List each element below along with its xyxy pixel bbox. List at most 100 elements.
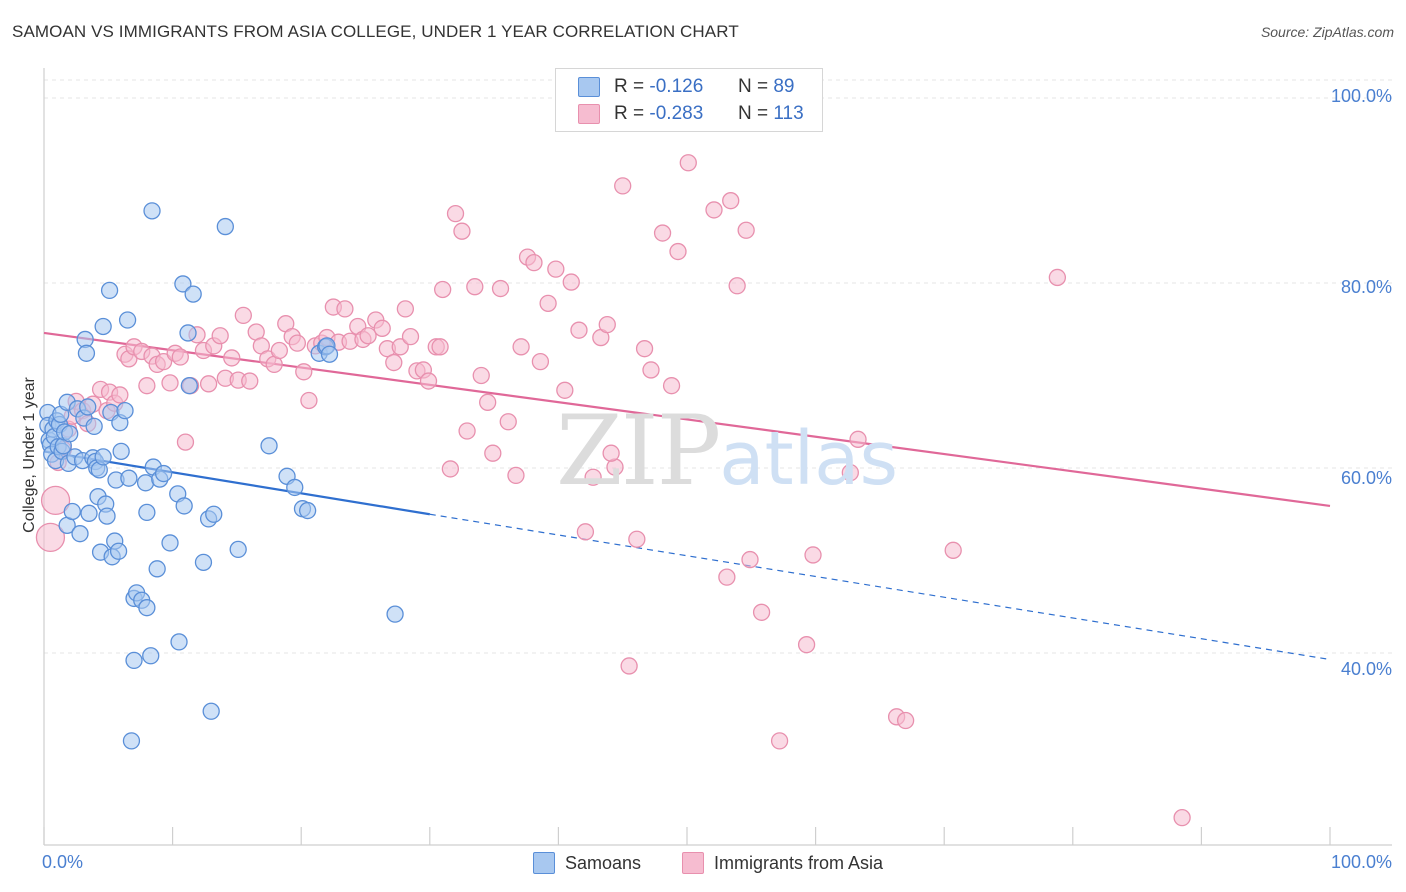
source-label: Source: ZipAtlas.com: [1260, 24, 1394, 40]
samoans-point: [100, 281, 119, 300]
n-label: N =: [737, 103, 769, 124]
samoans-point: [85, 417, 103, 436]
samoans-point: [320, 345, 339, 363]
asia-point: [154, 352, 173, 371]
r-label: R =: [614, 76, 645, 97]
n-value: 113: [773, 103, 804, 124]
gridlines: [44, 79, 1392, 654]
y-tick-label: 60.0%: [1340, 468, 1392, 488]
r-label: R =: [614, 103, 645, 124]
samoans-point: [136, 474, 155, 492]
asia-point: [896, 711, 915, 730]
asia-point: [431, 338, 449, 356]
asia-point: [728, 277, 746, 295]
y-axis-label: College, Under 1 year: [21, 377, 38, 533]
asia-point: [562, 273, 580, 291]
samoans-point: [109, 542, 128, 560]
samoans-point: [286, 478, 304, 497]
asia-point: [40, 485, 71, 516]
asia-point: [797, 636, 816, 654]
asia-trend: [43, 331, 1331, 508]
asia-point: [620, 657, 638, 675]
asia-point: [419, 372, 438, 390]
samoans-point: [77, 344, 96, 362]
asia-point: [479, 393, 497, 411]
asia-point: [396, 300, 415, 318]
asia-trend-solid: [43, 331, 1331, 508]
asia-point: [466, 278, 484, 296]
asia-point: [653, 224, 672, 242]
legend-item-samoans[interactable]: Samoans: [533, 852, 641, 874]
samoans-swatch: [578, 77, 600, 97]
legend-item-asia[interactable]: Immigrants from Asia: [682, 852, 883, 874]
samoans-point: [71, 525, 89, 543]
asia-point: [737, 221, 755, 239]
asia-point: [539, 294, 557, 313]
asia-point: [944, 541, 962, 559]
samoans-point: [116, 401, 134, 420]
samoans-point: [80, 504, 98, 522]
asia-point: [752, 603, 771, 621]
asia-point: [453, 222, 471, 240]
asia-point: [441, 460, 460, 478]
chart-title: SAMOAN VS IMMIGRANTS FROM ASIA COLLEGE, …: [12, 22, 739, 41]
samoans-point: [143, 202, 161, 220]
asia-point: [722, 192, 740, 210]
samoans-point: [229, 540, 247, 559]
samoans-point: [138, 599, 156, 617]
asia-point: [111, 386, 129, 404]
watermark-zip: ZIP: [556, 395, 721, 507]
samoans-point: [154, 464, 173, 483]
y-tick-label: 80.0%: [1340, 277, 1392, 297]
x-tick-label-max: 100.0%: [1330, 852, 1392, 872]
asia-point: [385, 353, 403, 372]
asia-point: [662, 377, 681, 395]
asia-point: [401, 327, 420, 346]
samoans-point: [260, 437, 278, 455]
samoans-point: [94, 448, 112, 466]
samoans-point: [386, 605, 404, 623]
asia-point: [35, 522, 66, 553]
asia-point: [472, 366, 490, 385]
samoans-point: [216, 217, 234, 236]
samoans-point: [161, 534, 179, 552]
asia-point: [241, 372, 259, 390]
asia-legend-swatch: [682, 852, 704, 874]
asia-point: [161, 374, 179, 392]
n-label: N =: [737, 76, 769, 97]
asia-point: [391, 338, 409, 356]
samoans-point: [180, 377, 198, 395]
samoans-trend-dashed: [429, 513, 1331, 661]
samoans-point: [125, 651, 143, 670]
legend-label-asia: Immigrants from Asia: [714, 852, 884, 873]
asia-point: [484, 444, 502, 462]
asia-point: [288, 334, 306, 352]
asia-point: [295, 363, 313, 381]
asia-point: [741, 550, 759, 569]
asia-point: [507, 466, 525, 485]
asia-point: [458, 422, 476, 440]
asia-point: [234, 306, 252, 325]
asia-swatch: [578, 104, 600, 124]
asia-point: [446, 204, 465, 223]
samoans-point: [194, 553, 213, 571]
asia-point: [679, 154, 697, 172]
asia-point: [841, 463, 859, 482]
asia-point: [635, 340, 654, 358]
samoans-legend-swatch: [533, 852, 555, 874]
samoans-point: [184, 285, 202, 303]
samoans-point: [63, 502, 81, 521]
asia-point: [359, 327, 377, 345]
samoans-point: [118, 311, 137, 329]
asia-point: [547, 260, 565, 278]
asia-point: [300, 391, 318, 410]
asia-point: [176, 433, 195, 451]
asia-point: [849, 430, 867, 448]
asia-point: [138, 377, 156, 395]
asia-point: [373, 319, 391, 337]
samoans-point: [79, 398, 97, 416]
samoans-points: [39, 202, 404, 750]
asia-point: [705, 201, 723, 219]
samoans-point: [61, 425, 79, 443]
samoans-point: [202, 702, 220, 720]
